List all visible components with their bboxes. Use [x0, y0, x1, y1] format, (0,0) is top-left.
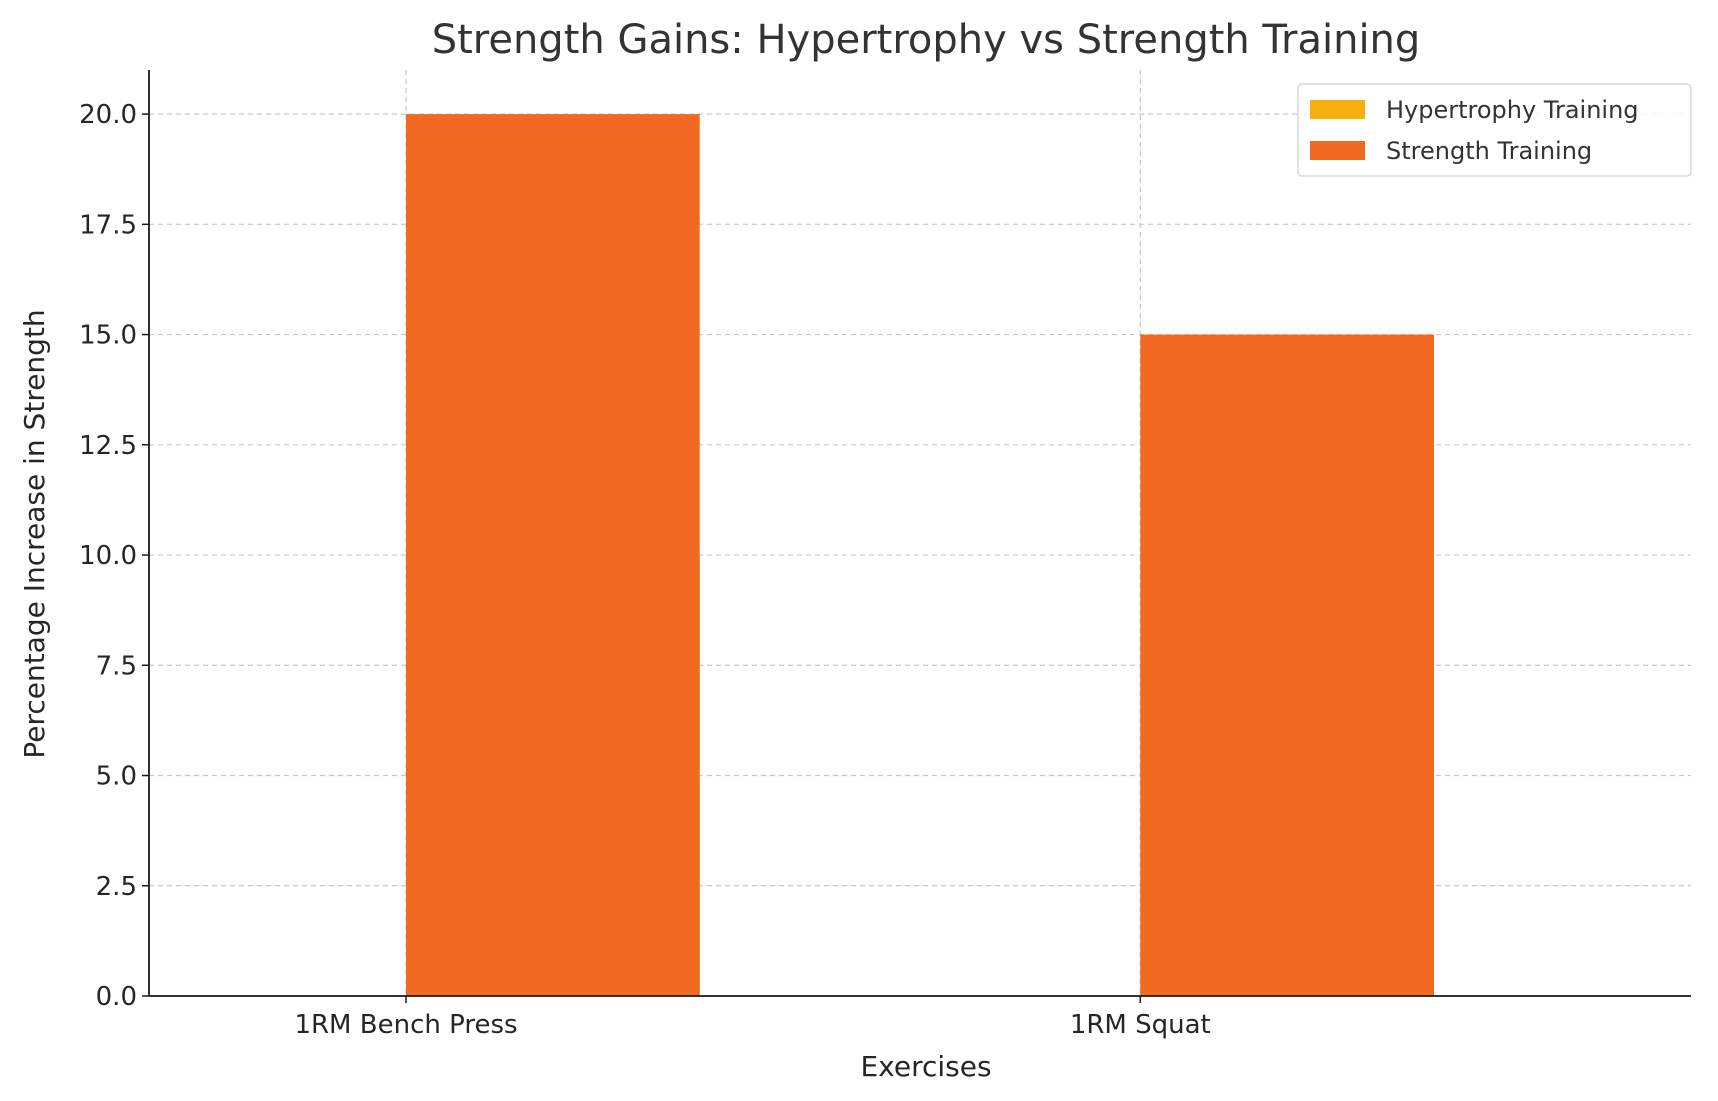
- y-tick-label-1: 2.5: [96, 872, 137, 902]
- chart-title: Strength Gains: Hypertrophy vs Strength …: [432, 17, 1421, 63]
- y-tick-label-2: 5.0: [96, 762, 137, 792]
- y-tick-label-6: 15.0: [79, 321, 137, 351]
- y-tick-label-4: 10.0: [79, 541, 137, 571]
- bars: [406, 114, 1434, 997]
- legend-box: [1297, 83, 1692, 177]
- legend-label-1: Strength Training: [1386, 137, 1592, 165]
- bar-strength-0: [406, 114, 700, 997]
- y-axis-label: Percentage Increase in Strength: [18, 309, 51, 758]
- x-tick-label-1: 1RM Squat: [1070, 1010, 1211, 1040]
- x-axis-label: Exercises: [860, 1050, 991, 1083]
- legend-swatch-0: [1310, 100, 1365, 119]
- y-tick-label-7: 17.5: [79, 210, 137, 240]
- x-tick-label-0: 1RM Bench Press: [294, 1010, 517, 1040]
- y-tick-label-3: 7.5: [96, 651, 137, 681]
- legend: Hypertrophy Training Strength Training: [1297, 83, 1692, 177]
- x-ticks: 1RM Bench Press 1RM Squat: [294, 996, 1211, 1040]
- legend-label-0: Hypertrophy Training: [1386, 96, 1639, 124]
- y-tick-label-5: 12.5: [79, 431, 137, 461]
- y-tick-label-8: 20.0: [79, 100, 137, 130]
- grid: [149, 70, 1691, 997]
- bar-strength-1: [1140, 334, 1434, 997]
- axes: [148, 70, 1691, 997]
- y-ticks: 0.0 2.5 5.0 7.5 10.0 12.5 15.0 17.5 20.0: [79, 100, 149, 1012]
- legend-swatch-1: [1310, 141, 1365, 160]
- y-tick-label-0: 0.0: [96, 982, 137, 1012]
